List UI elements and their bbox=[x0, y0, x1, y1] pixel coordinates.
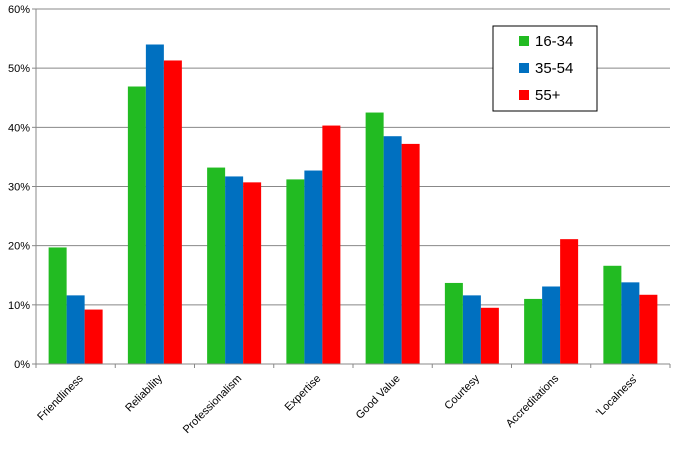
bar bbox=[444, 282, 463, 364]
x-tick-label: Courtesy bbox=[442, 372, 482, 412]
bar bbox=[66, 295, 85, 364]
legend: 16-34 35-54 55+ bbox=[492, 25, 598, 112]
bar bbox=[145, 44, 164, 364]
bar bbox=[225, 176, 244, 364]
bar bbox=[84, 309, 103, 364]
legend-swatch bbox=[519, 63, 529, 73]
bar bbox=[207, 167, 226, 364]
bar bbox=[243, 182, 262, 364]
legend-box bbox=[492, 25, 598, 112]
legend-swatch bbox=[519, 90, 529, 100]
bar bbox=[560, 239, 579, 364]
bar bbox=[304, 170, 323, 364]
bar bbox=[603, 265, 622, 364]
y-axis-ticks: 0% 10% 20% 30% 40% 50% 60% bbox=[8, 4, 36, 371]
y-tick-label: 30% bbox=[8, 182, 30, 194]
y-tick-label: 40% bbox=[8, 122, 30, 134]
bar bbox=[401, 143, 420, 364]
bar bbox=[322, 125, 341, 364]
x-tick-label: Professionalism bbox=[181, 373, 244, 436]
bar bbox=[621, 282, 640, 364]
legend-swatch bbox=[519, 36, 529, 46]
legend-label: 55+ bbox=[535, 87, 561, 104]
x-tick-label: 'Localness' bbox=[594, 373, 640, 419]
bars bbox=[48, 44, 658, 365]
x-tick-label: Accreditations bbox=[504, 372, 562, 430]
y-tick-label: 20% bbox=[8, 241, 30, 253]
x-tick-label: Reliability bbox=[123, 372, 165, 414]
bar bbox=[542, 286, 561, 364]
x-tick-label: Expertise bbox=[283, 373, 324, 414]
bar bbox=[286, 179, 305, 364]
bar bbox=[383, 136, 402, 364]
x-tick-label: Friendliness bbox=[35, 372, 86, 423]
y-tick-label: 50% bbox=[8, 63, 30, 75]
bar bbox=[365, 112, 384, 365]
x-tick-label: Good Value bbox=[354, 373, 403, 422]
y-tick-label: 10% bbox=[8, 300, 30, 312]
bar bbox=[524, 298, 543, 364]
bar bbox=[163, 60, 182, 364]
bar bbox=[462, 295, 481, 364]
y-tick-label: 0% bbox=[14, 359, 30, 371]
bar bbox=[480, 307, 499, 364]
bar bbox=[48, 247, 67, 364]
bar bbox=[639, 294, 658, 364]
legend-label: 16-34 bbox=[535, 33, 573, 50]
x-axis-ticks: Friendliness Reliability Professionalism Ex… bbox=[35, 364, 671, 436]
legend-label: 35-54 bbox=[535, 60, 573, 77]
y-tick-label: 60% bbox=[8, 4, 30, 16]
bar bbox=[127, 86, 146, 364]
